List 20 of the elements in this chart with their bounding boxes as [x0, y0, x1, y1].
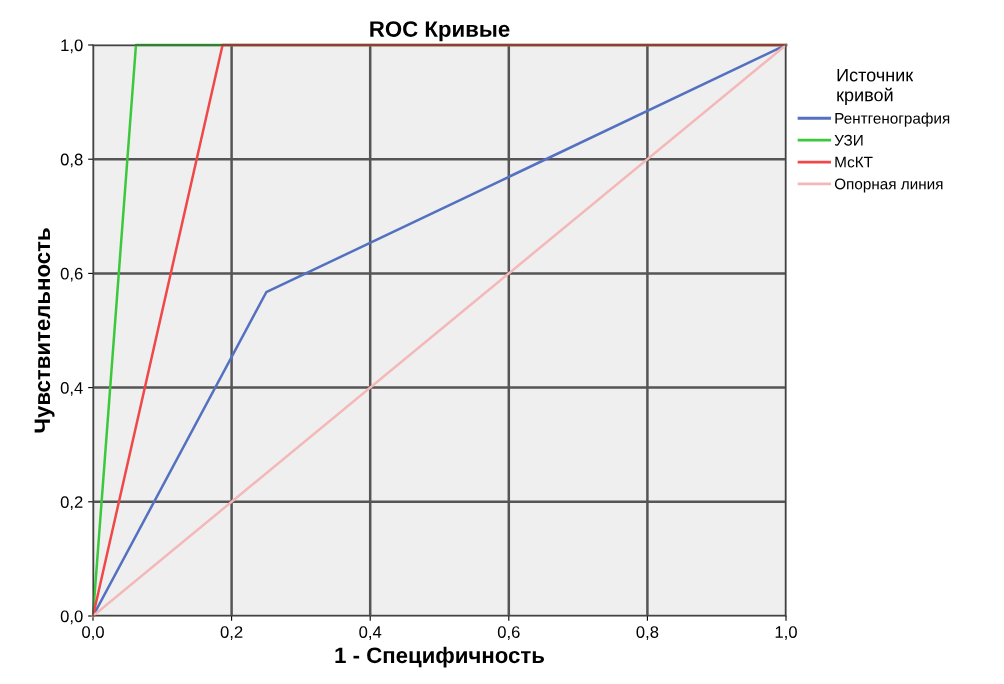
- legend-title: Источник кривой: [837, 68, 914, 105]
- legend-label: МсКТ: [835, 156, 873, 168]
- y-tick-label: 0,6: [60, 267, 83, 282]
- x-tick-label: 0,8: [636, 626, 659, 640]
- y-tick-label: 0,0: [60, 610, 83, 625]
- legend-label: Рентгенография: [835, 112, 950, 127]
- y-tick-label: 1,0: [61, 39, 83, 54]
- x-axis-title: 1 - Специфичность: [335, 646, 545, 668]
- x-tick-label: 1,0: [775, 626, 797, 640]
- legend-label: УЗИ: [834, 134, 863, 146]
- y-tick-label: 0,4: [60, 382, 83, 396]
- legend-label: Опорная линия: [834, 178, 943, 193]
- chart-title: ROC Кривые: [370, 21, 510, 42]
- x-tick-label: 0,4: [359, 626, 382, 640]
- y-tick-label: 0,2: [60, 496, 83, 510]
- x-tick-label: 0,2: [220, 626, 243, 640]
- y-tick-label: 0,8: [60, 153, 83, 168]
- x-tick-label: 0,0: [82, 626, 104, 640]
- y-axis-title: Чувствительность: [34, 228, 55, 433]
- x-tick-label: 0,6: [497, 626, 520, 640]
